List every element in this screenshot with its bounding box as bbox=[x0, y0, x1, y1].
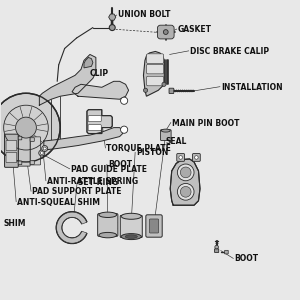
Circle shape bbox=[0, 93, 60, 162]
Polygon shape bbox=[143, 52, 164, 96]
FancyBboxPatch shape bbox=[18, 136, 22, 140]
Circle shape bbox=[143, 88, 148, 92]
Text: CLIP: CLIP bbox=[90, 69, 109, 78]
FancyBboxPatch shape bbox=[98, 214, 118, 236]
FancyBboxPatch shape bbox=[169, 88, 174, 94]
Circle shape bbox=[40, 152, 43, 154]
Ellipse shape bbox=[121, 213, 141, 219]
FancyBboxPatch shape bbox=[30, 138, 34, 141]
Circle shape bbox=[180, 186, 191, 197]
Circle shape bbox=[215, 245, 218, 249]
Polygon shape bbox=[39, 54, 96, 105]
FancyBboxPatch shape bbox=[6, 140, 17, 151]
Text: SEAL: SEAL bbox=[166, 136, 187, 146]
Text: BOOT: BOOT bbox=[234, 254, 258, 263]
Ellipse shape bbox=[99, 232, 117, 238]
Circle shape bbox=[177, 183, 194, 200]
Ellipse shape bbox=[125, 235, 137, 238]
FancyBboxPatch shape bbox=[19, 136, 30, 166]
FancyBboxPatch shape bbox=[193, 154, 200, 161]
FancyBboxPatch shape bbox=[214, 249, 219, 252]
Circle shape bbox=[39, 150, 45, 156]
Text: ANTI-RATTLE SPRING: ANTI-RATTLE SPRING bbox=[47, 177, 138, 186]
FancyBboxPatch shape bbox=[88, 124, 101, 130]
FancyBboxPatch shape bbox=[146, 215, 162, 237]
Text: PAD GUIDE PLATE: PAD GUIDE PLATE bbox=[70, 165, 147, 174]
Text: PISTON: PISTON bbox=[136, 148, 168, 158]
Circle shape bbox=[180, 167, 191, 178]
Ellipse shape bbox=[121, 234, 141, 240]
FancyBboxPatch shape bbox=[177, 154, 184, 161]
Circle shape bbox=[177, 164, 194, 181]
Text: BOOT: BOOT bbox=[108, 160, 132, 169]
FancyBboxPatch shape bbox=[88, 116, 101, 122]
Text: INSTALLATION: INSTALLATION bbox=[221, 83, 282, 92]
Polygon shape bbox=[87, 110, 112, 134]
Text: SET RING: SET RING bbox=[78, 178, 118, 187]
Text: UNION BOLT: UNION BOLT bbox=[118, 10, 171, 19]
Text: ANTI-SQUEAL SHIM: ANTI-SQUEAL SHIM bbox=[17, 198, 100, 207]
FancyBboxPatch shape bbox=[120, 215, 142, 238]
Polygon shape bbox=[72, 81, 129, 99]
FancyBboxPatch shape bbox=[225, 250, 228, 254]
FancyBboxPatch shape bbox=[4, 134, 18, 167]
Polygon shape bbox=[57, 212, 87, 243]
Circle shape bbox=[162, 82, 166, 86]
Polygon shape bbox=[44, 128, 123, 150]
Circle shape bbox=[43, 147, 46, 150]
FancyBboxPatch shape bbox=[30, 161, 34, 164]
Text: GASKET: GASKET bbox=[178, 25, 212, 34]
Polygon shape bbox=[84, 57, 93, 68]
Text: SHIM: SHIM bbox=[4, 219, 26, 228]
FancyBboxPatch shape bbox=[146, 64, 164, 74]
FancyBboxPatch shape bbox=[149, 219, 159, 233]
Circle shape bbox=[121, 126, 128, 133]
FancyBboxPatch shape bbox=[18, 161, 22, 165]
Text: PAD SUPPORT PLATE: PAD SUPPORT PLATE bbox=[32, 187, 122, 196]
Text: DISC BRAKE CALIP: DISC BRAKE CALIP bbox=[190, 47, 269, 56]
Circle shape bbox=[164, 30, 168, 34]
Circle shape bbox=[195, 156, 198, 159]
FancyBboxPatch shape bbox=[146, 76, 164, 86]
FancyBboxPatch shape bbox=[30, 137, 40, 165]
FancyBboxPatch shape bbox=[146, 54, 164, 63]
FancyBboxPatch shape bbox=[6, 152, 17, 163]
Text: MAIN PIN BOOT: MAIN PIN BOOT bbox=[172, 118, 239, 127]
Ellipse shape bbox=[99, 212, 117, 218]
Polygon shape bbox=[170, 159, 200, 205]
Circle shape bbox=[121, 97, 128, 104]
Circle shape bbox=[16, 117, 36, 138]
Text: TORQUE PLATE: TORQUE PLATE bbox=[106, 144, 171, 153]
Polygon shape bbox=[109, 14, 116, 20]
Circle shape bbox=[42, 146, 48, 152]
Ellipse shape bbox=[161, 129, 170, 132]
FancyBboxPatch shape bbox=[158, 25, 174, 39]
Circle shape bbox=[179, 156, 182, 159]
FancyBboxPatch shape bbox=[160, 130, 171, 140]
Circle shape bbox=[109, 25, 115, 31]
